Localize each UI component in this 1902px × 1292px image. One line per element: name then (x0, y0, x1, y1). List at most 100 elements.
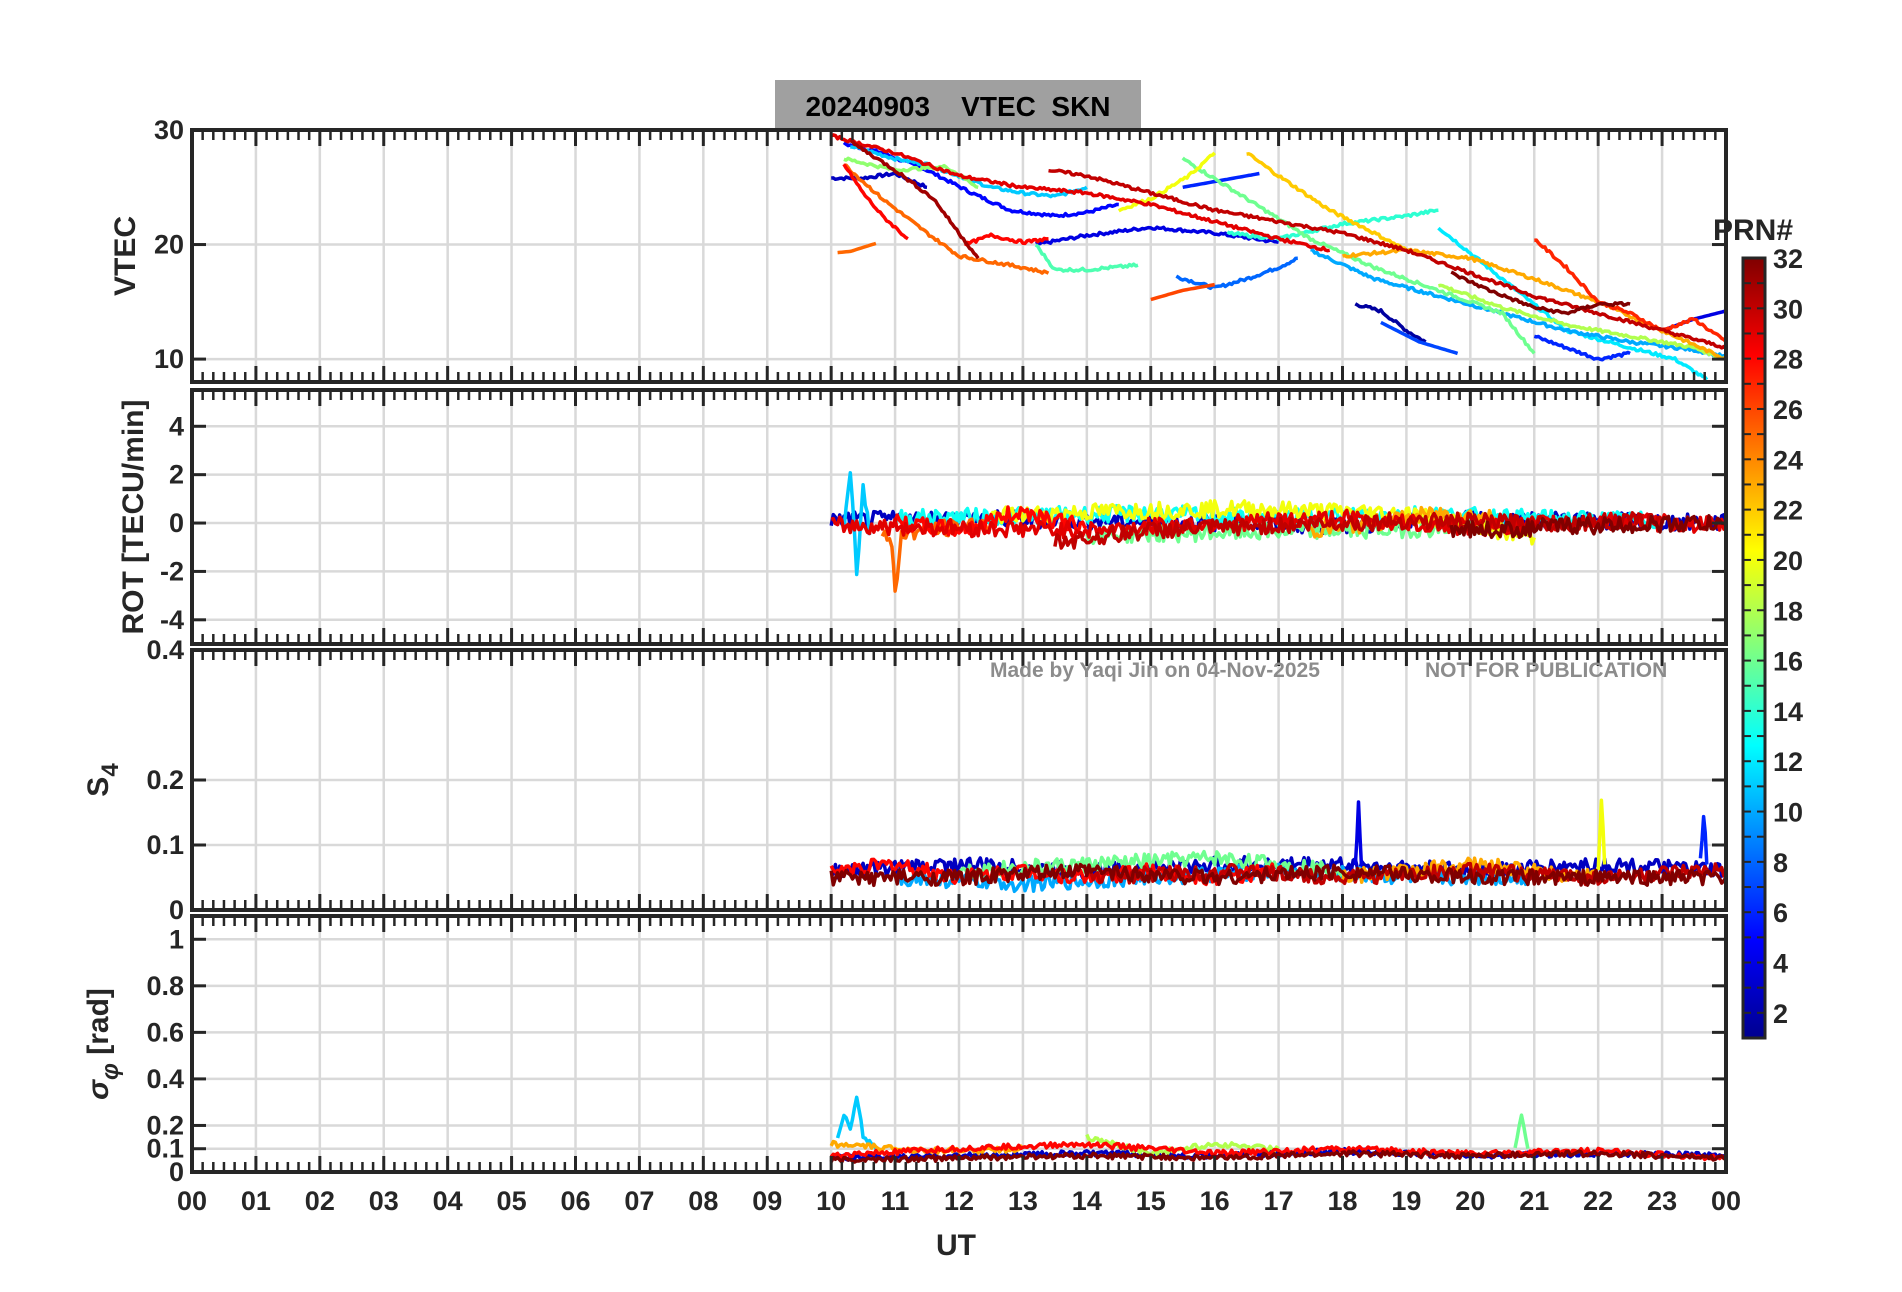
colorbar-tick-label: 30 (1773, 294, 1803, 324)
series-line-prn-4 (1035, 225, 1279, 246)
colorbar-tick-label: 16 (1773, 647, 1803, 677)
series-line-prn-26 (1150, 282, 1216, 302)
y-axis-title-main: S (82, 777, 115, 797)
series-line-prn-30 (1048, 168, 1726, 350)
y-axis-title-sub: 4 (97, 763, 124, 777)
series-line-prn-22 (1246, 152, 1408, 252)
series-line-prn-7 (1380, 320, 1459, 356)
series-line-prn-20 (1117, 151, 1216, 213)
series-line-prn-4 (1353, 800, 1364, 872)
series-line-prn-6 (1182, 171, 1260, 190)
colorbar-tick-label: 12 (1773, 747, 1803, 777)
y-tick-label: 0 (169, 895, 184, 925)
series-line-prn-18 (1438, 283, 1726, 361)
y-tick-label: 0.1 (146, 1134, 184, 1164)
y-axis-title-vtec: VTEC (109, 216, 142, 296)
series-line-prn-32 (829, 1149, 1726, 1164)
colorbar-tick-label: 10 (1773, 798, 1803, 828)
colorbar-tick-label: 22 (1773, 496, 1803, 526)
series-line-prn-25 (843, 163, 1050, 275)
x-tick-label: 11 (881, 1186, 910, 1216)
series-line-prn-16 (1181, 156, 1536, 355)
colorbar-tick-label: 28 (1773, 345, 1803, 375)
x-tick-label: 18 (1327, 1186, 1357, 1216)
series-line-prn-28 (842, 163, 909, 241)
colorbar-label: PRN# (1713, 214, 1793, 247)
series-line-prn-14 (1226, 208, 1439, 242)
y-tick-label: -4 (160, 605, 184, 635)
x-tick-label: 01 (241, 1186, 271, 1216)
series-line-prn-11 (842, 471, 872, 577)
panel-data-rot (829, 471, 1726, 593)
series-line-prn-30 (1053, 511, 1664, 550)
series-line-prn-20 (1596, 798, 1607, 871)
panel-vtec: 10 20 30 VTEC (109, 115, 1728, 384)
x-tick-label: 10 (816, 1186, 846, 1216)
y-tick-label: 30 (154, 115, 184, 145)
series-line-prn-31 (850, 139, 980, 260)
x-tick-label: 22 (1583, 1186, 1613, 1216)
y-tick-label: 20 (154, 230, 184, 260)
y-tick-label: 10 (154, 344, 184, 374)
series-line-prn-25 (837, 241, 877, 255)
y-tick-label: 0.2 (146, 765, 184, 795)
x-tick-label: 04 (433, 1186, 463, 1216)
panel-s4: 0 0.1 0.2 0.4 S4 (82, 635, 1728, 925)
colorbar-tick-label: 32 (1773, 244, 1803, 274)
y-tick-label: 0 (169, 1157, 184, 1187)
y-tick-label: 0.6 (146, 1017, 184, 1047)
watermark-left: Made by Yaqi Jin on 04-Nov-2025 (990, 659, 1320, 682)
y-tick-label: 2 (169, 460, 184, 490)
colorbar-tick-label: 18 (1773, 596, 1803, 626)
panel-sigma-phi: 00.10.2 0.4 0.6 0.8 1 σφ [rad] (82, 914, 1728, 1187)
title-banner (775, 80, 1141, 130)
x-tick-label: 03 (369, 1186, 399, 1216)
y-axis-title-rot: ROT [TECU/min] (117, 400, 150, 635)
series-line-prn-29 (830, 133, 1331, 253)
colorbar-tick-label: 14 (1773, 697, 1803, 727)
series-line-prn-16 (1513, 1113, 1530, 1150)
x-tick-label: 14 (1072, 1186, 1102, 1216)
y-axis-title-s4: S4 (82, 763, 124, 797)
x-tick-label: 20 (1455, 1186, 1485, 1216)
x-axis-title: UT (936, 1229, 976, 1262)
panel-data-sigma-phi (829, 1095, 1726, 1164)
y-tick-label: 0.8 (146, 971, 184, 1001)
y-tick-label: 0.4 (146, 635, 184, 665)
x-tick-label: 00 (177, 1186, 207, 1216)
panel-data-s4 (829, 798, 1726, 894)
x-tick-label: 15 (1136, 1186, 1166, 1216)
x-tick-label: 21 (1519, 1186, 1549, 1216)
y-tick-label: -2 (160, 556, 184, 586)
series-line-prn-27 (1534, 238, 1726, 344)
series-line-prn-32 (1449, 514, 1726, 540)
y-tick-label: 1 (169, 924, 184, 954)
panel-rot: -4 -2 0 2 4 ROT [TECU/min] (117, 388, 1728, 646)
x-tick-label: 19 (1391, 1186, 1421, 1216)
x-tick-label: 23 (1647, 1186, 1677, 1216)
series-line-prn-32 (829, 862, 1726, 888)
colorbar-tick-label: 2 (1773, 999, 1788, 1029)
panel-data-vtec (830, 133, 1726, 381)
watermark-right: NOT FOR PUBLICATION (1425, 659, 1667, 682)
x-tick-label: 09 (752, 1186, 782, 1216)
series-line-prn-28 (963, 232, 1049, 247)
series-line-prn-15 (1034, 243, 1139, 273)
series-line-prn-6 (1533, 334, 1631, 362)
series-line-prn-10 (1310, 247, 1726, 359)
series-line-prn-6 (1698, 814, 1709, 865)
series-line-prn-8 (1175, 256, 1298, 291)
series-line-prn-2 (1354, 302, 1427, 344)
colorbar-tick-label: 24 (1773, 445, 1803, 475)
colorbar-tick-label: 8 (1773, 848, 1788, 878)
x-tick-label: 16 (1200, 1186, 1230, 1216)
x-tick-label: 02 (305, 1186, 335, 1216)
x-tick-label: 05 (497, 1186, 527, 1216)
series-line-prn-28 (893, 505, 1088, 537)
y-axis-title-units: [rad] (82, 988, 115, 1063)
x-tick-label: 13 (1008, 1186, 1038, 1216)
y-tick-label: 0.1 (146, 830, 184, 860)
